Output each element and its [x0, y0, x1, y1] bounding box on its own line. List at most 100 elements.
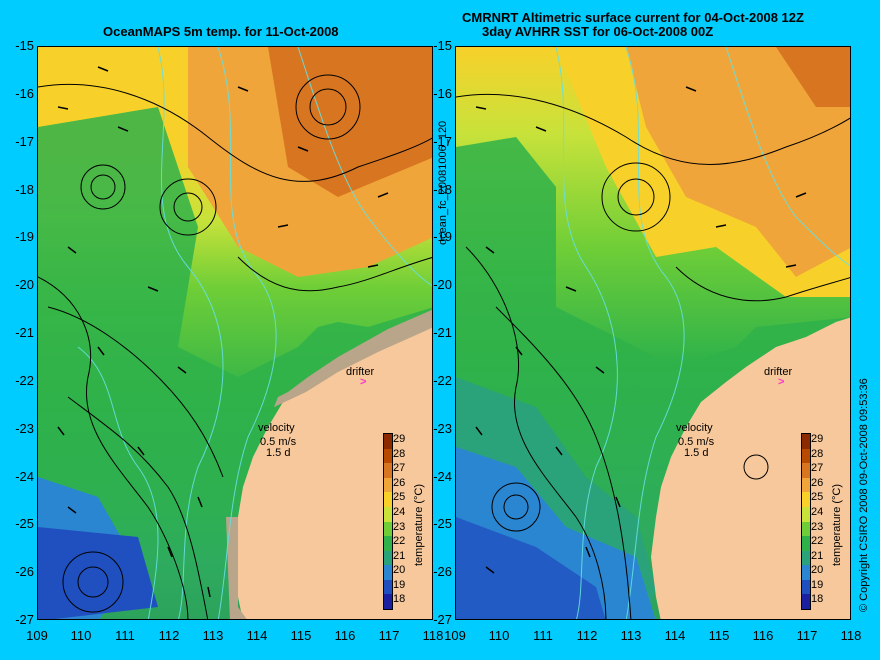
right-velocity-scale: 0.5 m/s	[678, 436, 715, 448]
right-lon-tick-label: 112	[576, 628, 598, 643]
left-lat-tick-label: -25	[15, 516, 34, 532]
right-lat-tick-label: -19	[433, 229, 452, 245]
right-colorbar	[801, 433, 811, 610]
colorbar-segment	[802, 521, 810, 537]
left-lon-tick-label: 114	[246, 628, 268, 643]
right-lat-tick-label: -16	[433, 85, 452, 101]
right-lon-tick-label: 111	[533, 628, 553, 643]
colorbar-tick-label: 29	[811, 433, 824, 445]
left-drifter-marker: >	[360, 376, 367, 388]
left-lon-tick-label: 115	[290, 628, 312, 643]
colorbar-segment	[384, 434, 392, 450]
right-lon-tick-label: 110	[488, 628, 510, 643]
left-lon-tick-label: 111	[115, 628, 135, 643]
colorbar-tick-label: 22	[811, 535, 824, 548]
right-lat-tick-label: -26	[433, 564, 452, 580]
left-lon-tick-label: 113	[202, 628, 224, 643]
right-lon-tick-label: 114	[664, 628, 686, 643]
colorbar-tick-label: 20	[393, 564, 406, 577]
colorbar-tick-label: 21	[393, 549, 406, 562]
colorbar-tick-label: 27	[811, 462, 824, 475]
left-lat-tick-label: -27	[15, 612, 34, 627]
left-velocity-scale: 0.5 m/s	[260, 436, 297, 448]
right-lat-tick-label: -22	[433, 372, 452, 388]
right-lon-tick-label: 117	[796, 628, 818, 643]
colorbar-segment	[384, 477, 392, 493]
colorbar-segment	[384, 550, 392, 566]
right-lat-tick-label: -27	[433, 612, 452, 627]
right-lat-tick-label: -20	[433, 277, 452, 293]
colorbar-segment	[802, 492, 810, 508]
left-lon-tick-label: 117	[378, 628, 400, 643]
colorbar-segment	[384, 463, 392, 479]
colorbar-segment	[384, 594, 392, 610]
right-lat-tick-label: -18	[433, 181, 452, 197]
right-lat-tick-label: -21	[433, 325, 452, 340]
left-lon-tick-label: 110	[70, 628, 92, 643]
colorbar-segment	[802, 477, 810, 493]
left-lat-tick-label: -18	[15, 181, 34, 197]
left-colorbar	[383, 433, 393, 610]
colorbar-tick-label: 19	[811, 578, 824, 591]
right-lon-tick-label: 116	[752, 628, 774, 643]
colorbar-tick-label: 24	[811, 505, 824, 518]
colorbar-tick-label: 18	[393, 593, 406, 606]
left-map-title: OceanMAPS 5m temp. for 11-Oct-2008	[103, 24, 339, 39]
colorbar-segment	[802, 434, 810, 450]
left-velocity-time: 1.5 d	[266, 447, 291, 459]
left-lon-tick-label: 109	[26, 628, 48, 643]
colorbar-segment	[384, 579, 392, 595]
left-lat-tick-label: -16	[15, 85, 34, 101]
left-lon-tick-label: 118	[422, 628, 444, 643]
colorbar-segment	[384, 448, 392, 464]
colorbar-tick-label: 20	[811, 564, 824, 577]
left-lat-tick-label: -24	[15, 468, 34, 484]
right-lat-tick-label: -24	[433, 468, 452, 484]
right-drifter-marker: >	[778, 376, 785, 388]
left-lon-tick-label: 116	[334, 628, 356, 643]
left-lat-tick-label: -19	[15, 229, 34, 245]
left-lat-tick-label: -23	[15, 420, 34, 436]
left-map-panel	[37, 46, 433, 620]
colorbar-tick-label: 21	[811, 549, 824, 562]
colorbar-segment	[384, 565, 392, 581]
colorbar-segment	[384, 521, 392, 537]
right-velocity-time: 1.5 d	[684, 447, 709, 459]
left-lat-tick-label: -15	[15, 38, 34, 53]
right-map-title-line1: CMRNRT Altimetric surface current for 04…	[462, 10, 804, 25]
left-velocity-label: velocity	[258, 422, 295, 434]
colorbar-tick-label: 18	[811, 593, 824, 606]
colorbar-tick-label: 25	[811, 491, 824, 504]
right-map-canvas	[456, 47, 850, 619]
right-drifter-label: drifter	[764, 366, 793, 378]
left-lon-tick-label: 112	[158, 628, 180, 643]
colorbar-tick-label: 27	[393, 462, 406, 475]
right-lat-tick-label: -25	[433, 516, 452, 532]
colorbar-segment	[384, 506, 392, 522]
colorbar-tick-label: 23	[393, 520, 406, 533]
colorbar-segment	[802, 550, 810, 566]
right-lat-tick-label: -15	[433, 38, 452, 53]
colorbar-tick-label: 29	[393, 433, 406, 445]
colorbar-segment	[384, 536, 392, 552]
colorbar-segment	[384, 492, 392, 508]
left-lat-tick-label: -17	[15, 133, 34, 149]
colorbar-segment	[802, 536, 810, 552]
colorbar-segment	[802, 594, 810, 610]
left-lat-tick-label: -22	[15, 372, 34, 388]
colorbar-segment	[802, 448, 810, 464]
right-lon-tick-label: 118	[840, 628, 862, 643]
left-lat-tick-label: -21	[15, 325, 34, 340]
colorbar-tick-label: 19	[393, 578, 406, 591]
copyright-timestamp: © Copyright CSIRO 2008 09-Oct-2008 09:53…	[858, 378, 870, 612]
colorbar-tick-label: 23	[811, 520, 824, 533]
right-lon-tick-label: 113	[620, 628, 642, 643]
colorbar-tick-label: 22	[393, 535, 406, 548]
colorbar-segment	[802, 463, 810, 479]
colorbar-segment	[802, 506, 810, 522]
right-lat-tick-label: -23	[433, 420, 452, 436]
right-lon-tick-label: 115	[708, 628, 730, 643]
colorbar-tick-label: 28	[393, 447, 406, 460]
left-map-canvas	[38, 47, 432, 619]
colorbar-tick-label: 26	[393, 476, 406, 489]
